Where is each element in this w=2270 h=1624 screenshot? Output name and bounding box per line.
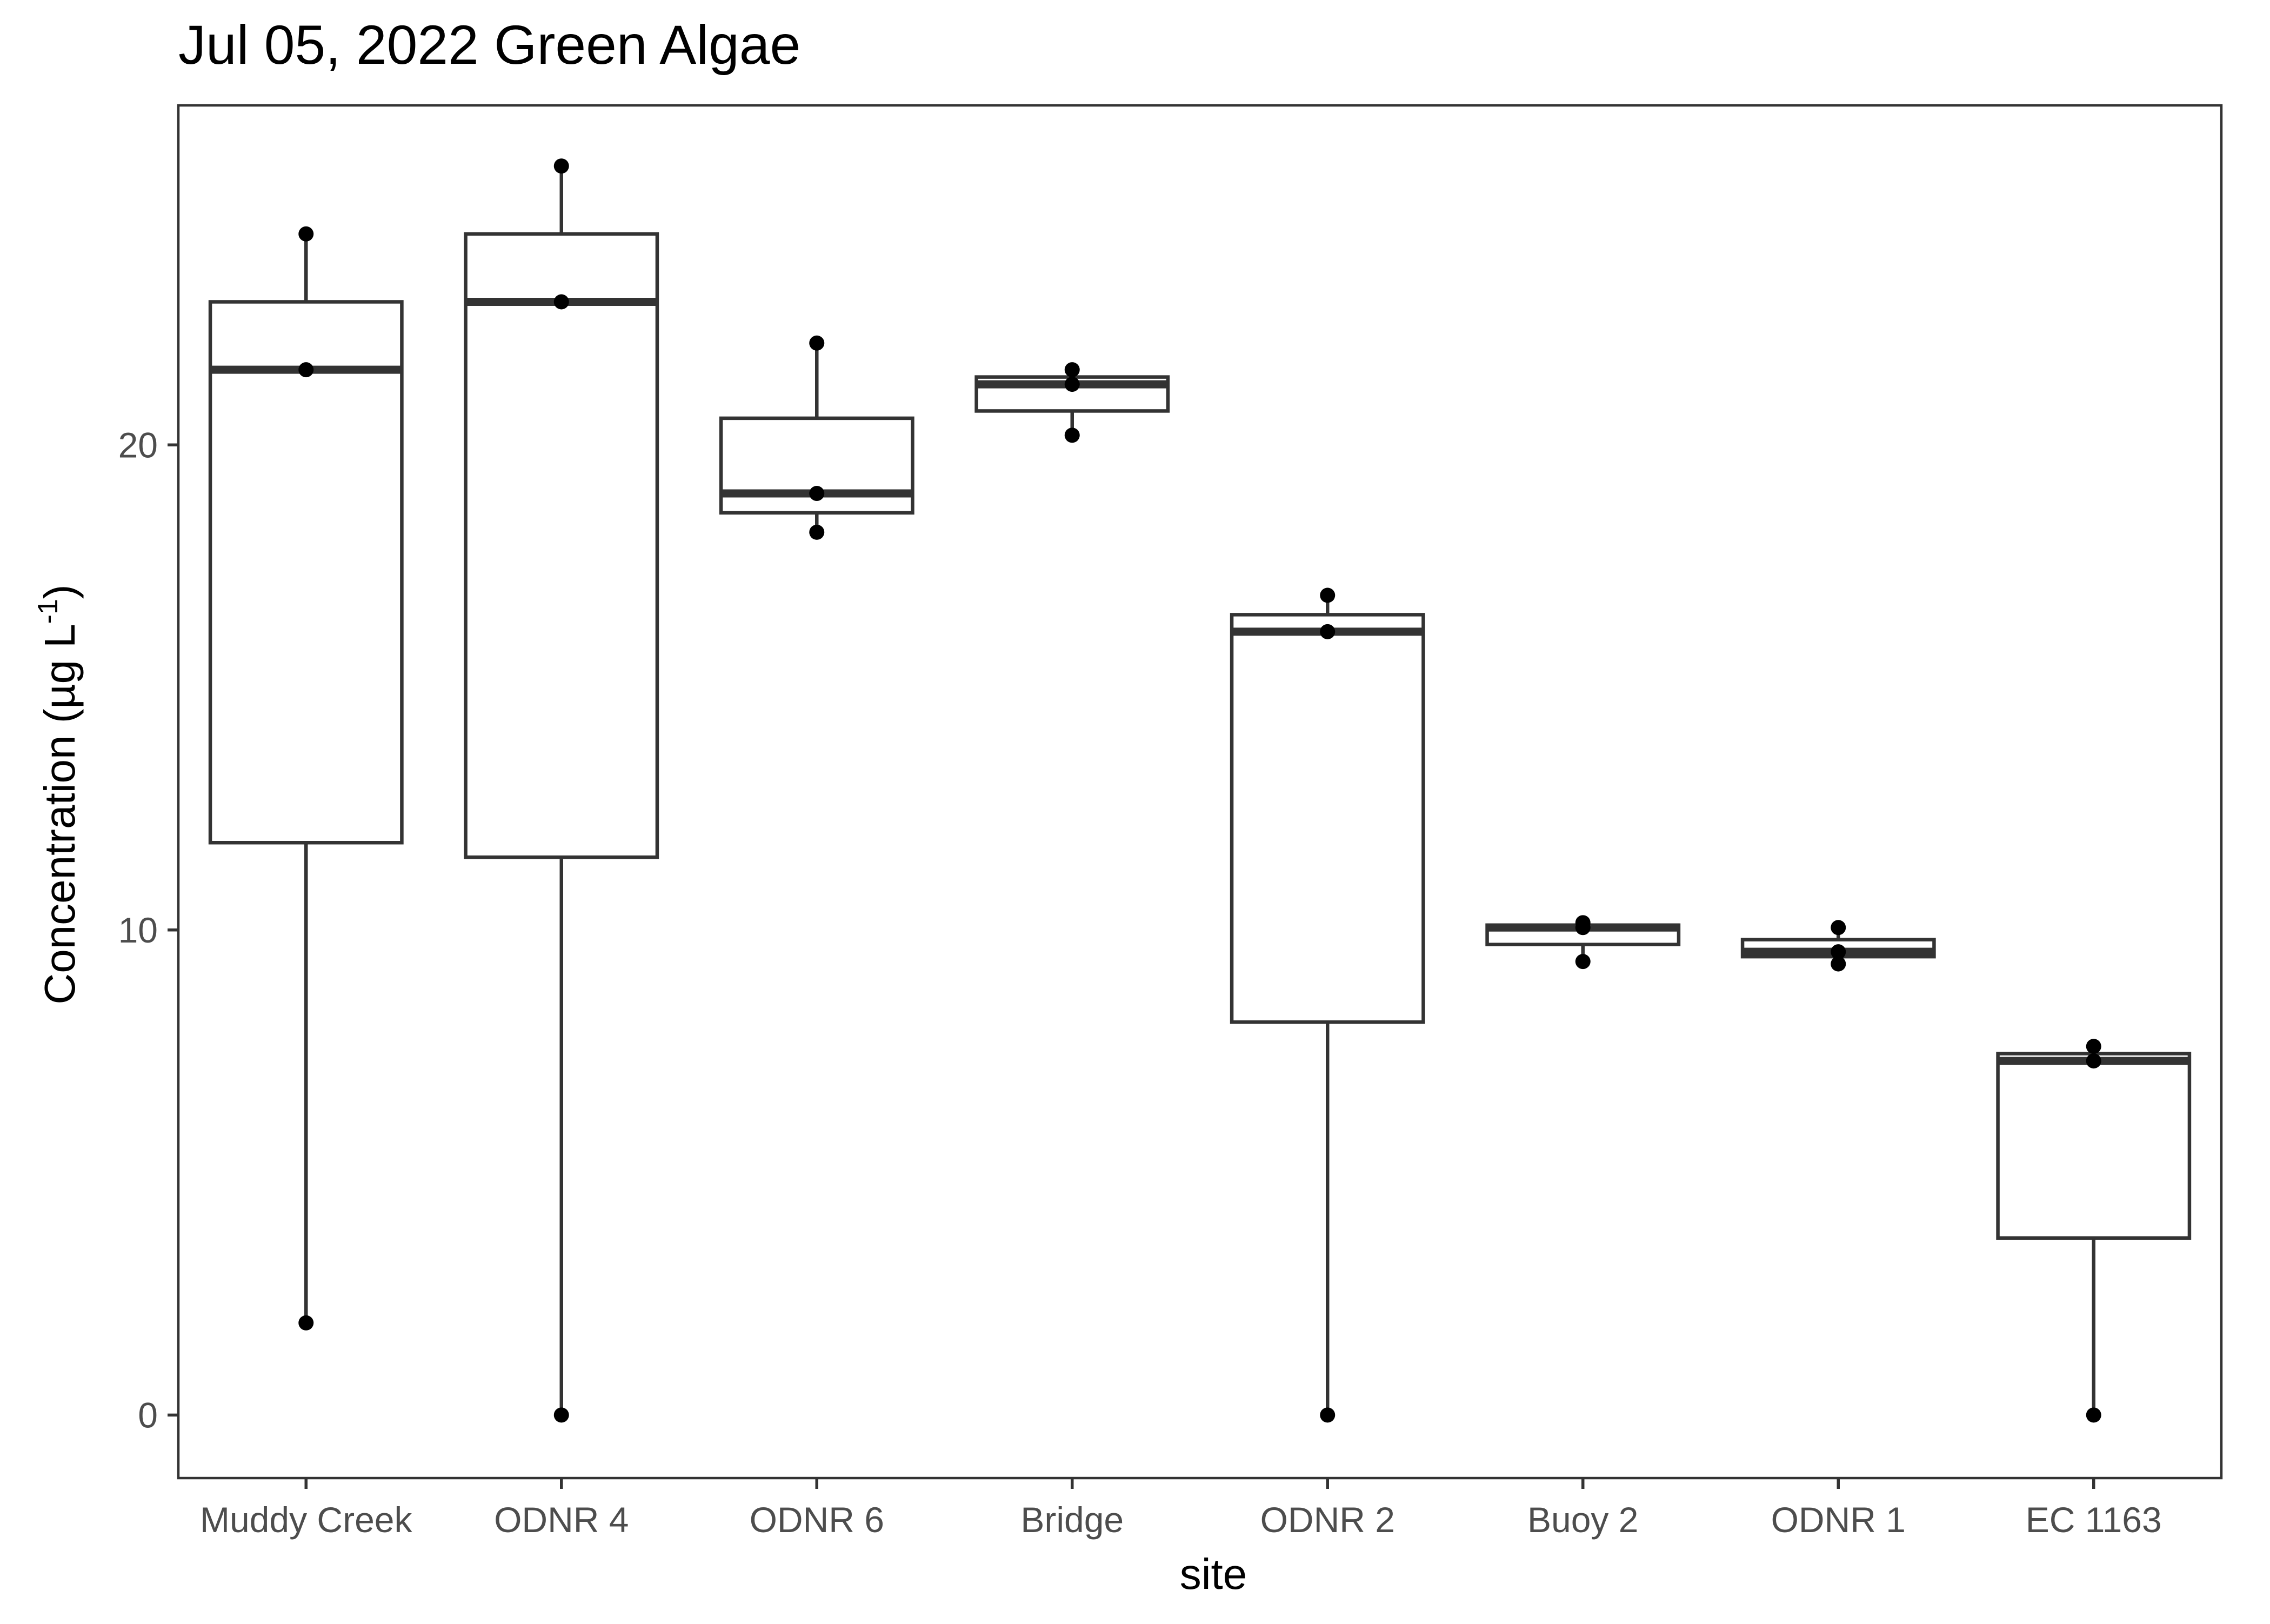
data-point (1831, 944, 1846, 960)
box-iqr (1230, 613, 1425, 1024)
data-point (2086, 1039, 2101, 1054)
data-point (809, 335, 825, 351)
x-tick-label: Buoy 2 (1527, 1500, 1638, 1540)
data-point (1064, 377, 1080, 392)
x-tick-label: ODNR 4 (494, 1500, 629, 1540)
x-tick-label: Muddy Creek (200, 1500, 412, 1540)
x-tick-label: Bridge (1020, 1500, 1124, 1540)
data-point (1064, 427, 1080, 443)
box-group (1230, 595, 1425, 1415)
data-point (809, 486, 825, 502)
y-axis-title-close: ) (36, 584, 84, 599)
plot-marks (208, 158, 2192, 1423)
data-point (1831, 956, 1846, 972)
panel-border (177, 104, 2223, 1480)
y-tick-label: 0 (138, 1395, 158, 1435)
axes: 0 10 20 Muddy Creek ODNR 4 ODNR 6 Bridge ODNR 2… (118, 104, 2223, 1540)
x-tick-label: ODNR 6 (750, 1500, 884, 1540)
data-point (1831, 920, 1846, 935)
data-point (298, 362, 314, 378)
x-tick-label: ODNR 2 (1260, 1500, 1395, 1540)
x-axis-title: site (1180, 1550, 1247, 1598)
chart-title: Jul 05, 2022 Green Algae (178, 14, 800, 76)
data-point (553, 294, 569, 310)
box-iqr (208, 300, 404, 845)
y-axis-title-text: Concentration (µg L (36, 624, 84, 1004)
y-axis-title: Concentration (µg L-1) (32, 584, 84, 1004)
x-tick-label: EC 1163 (2026, 1500, 2162, 1540)
x-tick-label: ODNR 1 (1771, 1500, 1906, 1540)
data-point (1575, 954, 1591, 970)
data-point (809, 524, 825, 540)
data-point (1575, 915, 1591, 931)
y-tick-label: 10 (118, 910, 158, 950)
box-iqr (464, 232, 659, 859)
data-point (1320, 587, 1336, 603)
data-point (1320, 1407, 1336, 1423)
data-point (1064, 362, 1080, 378)
y-axis-title-superscript: -1 (32, 599, 64, 624)
data-point (2086, 1053, 2101, 1069)
y-tick-label: 20 (118, 425, 158, 465)
data-point (298, 1315, 314, 1331)
box-iqr (1996, 1052, 2192, 1240)
data-point (1320, 624, 1336, 639)
data-point (298, 226, 314, 242)
box-group (464, 166, 659, 1415)
data-point (2086, 1407, 2101, 1423)
data-point (553, 1407, 569, 1423)
data-point (553, 158, 569, 174)
box-group (208, 233, 404, 1323)
